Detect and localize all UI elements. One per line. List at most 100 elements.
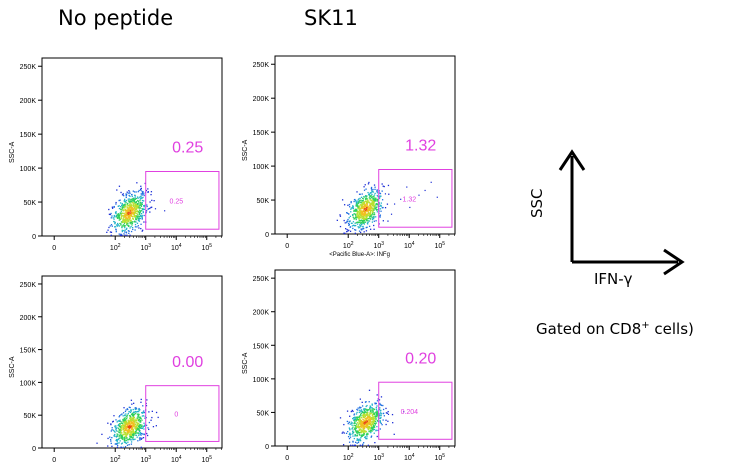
event-dot xyxy=(125,436,128,438)
event-dot xyxy=(369,199,371,201)
event-dot xyxy=(130,399,133,401)
event-dot xyxy=(357,207,359,209)
event-dot xyxy=(358,213,360,215)
event-dot xyxy=(370,189,373,191)
event-dot xyxy=(371,208,373,211)
event-dot xyxy=(370,417,372,419)
event-dot xyxy=(366,207,368,209)
event-dot xyxy=(357,217,360,219)
event-dot xyxy=(122,428,125,430)
event-dot xyxy=(121,221,124,223)
event-dot xyxy=(363,227,365,230)
event-dot xyxy=(127,209,129,212)
event-dot xyxy=(125,201,127,204)
event-dot xyxy=(139,424,141,426)
event-dot xyxy=(374,208,376,210)
event-dot xyxy=(116,435,118,437)
event-dot xyxy=(133,211,135,214)
event-dot xyxy=(359,221,361,223)
event-dot xyxy=(372,411,374,414)
event-dot xyxy=(119,440,121,442)
event-dot xyxy=(380,412,382,414)
event-dot xyxy=(379,402,381,405)
event-dot xyxy=(376,425,378,428)
event-dot xyxy=(123,439,126,441)
event-dot xyxy=(134,430,137,433)
event-dot xyxy=(367,409,369,412)
event-dot xyxy=(134,221,136,223)
event-dot xyxy=(123,213,125,215)
event-dot xyxy=(352,417,354,420)
event-dot xyxy=(137,432,139,434)
event-dot xyxy=(373,432,375,434)
event-dot xyxy=(368,430,370,432)
event-dot xyxy=(369,211,372,213)
event-dot xyxy=(136,421,138,423)
event-dot xyxy=(123,215,125,217)
event-dot xyxy=(374,192,376,195)
event-dot xyxy=(136,182,138,184)
y-tick-label: 150K xyxy=(253,130,270,137)
event-dot xyxy=(141,192,143,195)
event-dot xyxy=(369,430,372,432)
event-dot xyxy=(357,221,360,223)
event-dot xyxy=(129,421,131,423)
event-dot xyxy=(364,184,366,186)
event-dot xyxy=(355,201,358,203)
event-dot xyxy=(136,196,139,198)
event-dot xyxy=(363,427,366,429)
event-dot xyxy=(128,224,130,227)
event-dot xyxy=(385,412,388,414)
event-dot xyxy=(125,434,127,436)
event-dot xyxy=(124,431,127,434)
event-dot xyxy=(143,206,145,208)
event-dot xyxy=(135,207,138,209)
event-dot xyxy=(141,199,144,202)
event-dot xyxy=(358,433,360,436)
event-dot xyxy=(133,430,135,433)
event-dot xyxy=(137,418,139,421)
event-dot xyxy=(129,415,132,417)
event-dot xyxy=(131,421,133,424)
event-dot xyxy=(366,214,369,216)
event-dot xyxy=(372,420,374,422)
event-dot xyxy=(365,226,367,229)
event-dot xyxy=(132,436,134,439)
event-dot xyxy=(336,219,338,221)
event-dot xyxy=(356,208,358,211)
event-dot xyxy=(356,435,359,437)
event-dot xyxy=(364,410,366,412)
event-dot xyxy=(142,205,145,207)
event-dot xyxy=(365,210,368,212)
event-dot xyxy=(354,416,356,419)
event-dot xyxy=(115,430,118,432)
event-dot xyxy=(133,213,136,215)
event-dot xyxy=(362,425,364,427)
event-dot xyxy=(367,427,369,429)
event-dot xyxy=(360,409,363,411)
event-dot xyxy=(122,219,124,221)
event-dot xyxy=(126,222,128,224)
event-dot xyxy=(115,419,117,421)
event-dot xyxy=(355,413,358,415)
event-dot xyxy=(121,434,124,436)
event-dot xyxy=(352,430,354,432)
event-dot xyxy=(364,421,367,423)
event-dot xyxy=(356,442,358,444)
event-dot xyxy=(141,437,143,439)
event-dot xyxy=(368,418,370,421)
event-dot xyxy=(129,416,132,418)
event-dot xyxy=(119,222,121,225)
event-dot xyxy=(351,207,353,209)
event-dot xyxy=(125,433,127,435)
event-dot xyxy=(362,212,364,215)
event-dot xyxy=(136,413,139,415)
event-dot xyxy=(369,406,372,408)
event-dot xyxy=(118,420,120,422)
event-dot xyxy=(357,426,359,429)
x-tick-label: 0 xyxy=(52,457,56,464)
x-tick-label: 0 xyxy=(285,455,289,462)
event-dot xyxy=(131,193,133,196)
event-dot xyxy=(128,439,130,441)
event-dot xyxy=(133,216,136,218)
